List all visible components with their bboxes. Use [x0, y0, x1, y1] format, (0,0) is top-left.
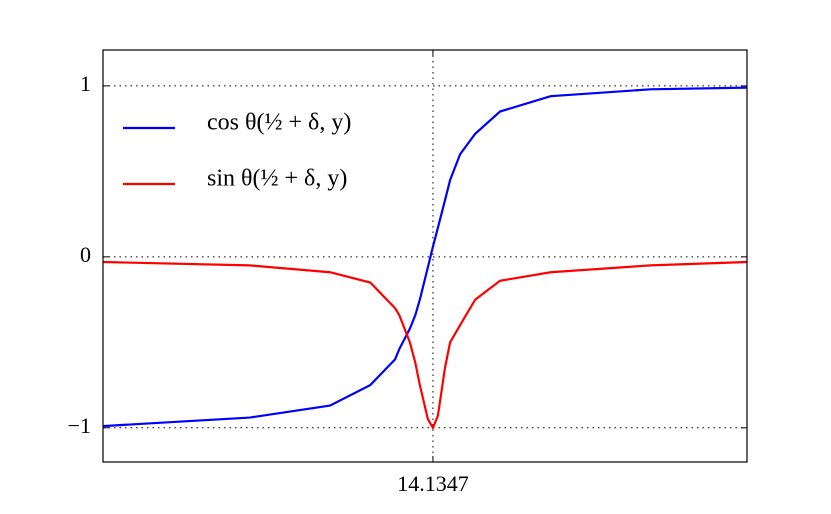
legend-label: cos θ(½ + δ, y) [207, 110, 351, 136]
y-tick-label: 0 [80, 242, 91, 267]
x-tick-label: 14.1347 [397, 471, 469, 496]
line-series [102, 260, 748, 431]
y-tick-label: −1 [68, 413, 91, 438]
plot-frame [102, 49, 748, 463]
legend-label: sin θ(½ + δ, y) [207, 166, 347, 192]
y-tick-label: 1 [80, 71, 91, 96]
line-series [102, 86, 748, 428]
